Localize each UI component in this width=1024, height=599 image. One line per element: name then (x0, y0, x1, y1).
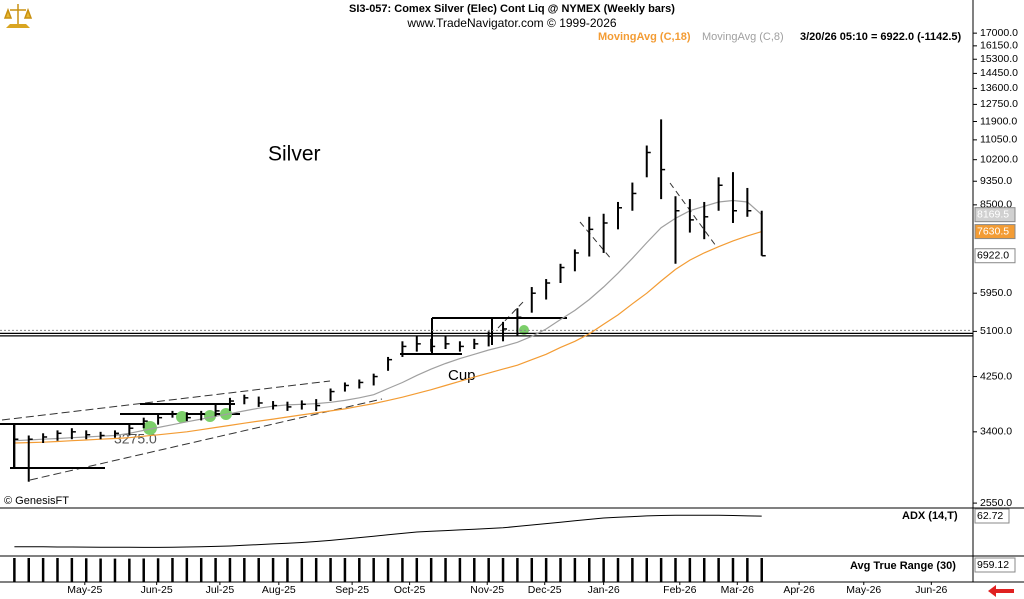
x-tick-label: Nov-25 (470, 584, 504, 596)
atr-plot (13, 558, 763, 582)
y-tick-label: 17000.0 (980, 27, 1018, 39)
y-tick-label: 5100.0 (980, 325, 1012, 337)
x-tick-label: Jan-26 (588, 584, 620, 596)
moving-average (14, 231, 762, 444)
x-tick-label: Apr-26 (783, 584, 815, 596)
panel-label: ADX (14,T) (902, 510, 958, 522)
y-tick-label: 13600.0 (980, 82, 1018, 94)
y-tick-label: 2550.0 (980, 497, 1012, 509)
x-tick-label: Feb-26 (663, 584, 696, 596)
price-marker-label: 8169.5 (977, 208, 1009, 220)
adx-line (14, 514, 762, 548)
annotation: 3275.0 (114, 431, 157, 447)
moving-average (14, 199, 763, 442)
credit: © GenesisFT (4, 495, 69, 507)
x-tick-label: Jul-25 (206, 584, 235, 596)
x-tick-label: Jun-26 (915, 584, 947, 596)
price-marker-label: 7630.5 (977, 225, 1009, 237)
y-tick-label: 16150.0 (980, 40, 1018, 52)
chart-title: SI3-057: Comex Silver (Elec) Cont Liq @ … (349, 3, 675, 15)
x-tick-label: Dec-25 (528, 584, 562, 596)
legend-entry: MovingAvg (C,18) (598, 31, 691, 43)
x-tick-label: Jun-25 (141, 584, 173, 596)
status: 3/20/26 05:10 = 6922.0 (-1142.5) (800, 31, 961, 43)
price-marker (974, 224, 1016, 240)
price-marker-label: 6922.0 (977, 250, 1009, 262)
panel-label: Avg True Range (30) (850, 560, 956, 572)
y-tick-label: 14450.0 (980, 67, 1018, 79)
y-tick-label: 12750.0 (980, 98, 1018, 110)
price-marker (974, 248, 1016, 264)
y-tick-label: 9350.0 (980, 175, 1012, 187)
x-tick-label: Oct-25 (394, 584, 426, 596)
y-tick-label: 11900.0 (980, 115, 1017, 127)
chart-subtitle: www.TradeNavigator.com © 1999-2026 (406, 16, 616, 30)
x-tick-label: Sep-25 (335, 584, 369, 596)
x-tick-label: Aug-25 (262, 584, 296, 596)
panel-marker-label: 62.72 (977, 510, 1003, 522)
y-tick-label: 11050.0 (980, 134, 1017, 146)
price-plot (0, 119, 973, 482)
annotation: Cup (448, 367, 476, 384)
y-tick-label: 3400.0 (980, 426, 1012, 438)
y-tick-label: 15300.0 (980, 53, 1018, 65)
panel-marker (974, 508, 1010, 524)
scroll-arrow[interactable] (988, 585, 1014, 597)
logo (3, 4, 33, 28)
x-tick-label: Mar-26 (721, 584, 754, 596)
y-tick-label: 10200.0 (980, 153, 1018, 165)
price-marker (974, 207, 1016, 223)
panel-marker-label: 959.12 (977, 559, 1009, 571)
x-tick-label: May-25 (67, 584, 102, 596)
x-tick-label: May-26 (846, 584, 881, 596)
panel-marker (974, 557, 1016, 573)
y-tick-label: 5950.0 (980, 287, 1012, 299)
y-tick-label: 4250.0 (980, 370, 1012, 382)
frame (0, 0, 1024, 583)
legend-entry: MovingAvg (C,8) (702, 31, 784, 43)
annotation: Silver (268, 143, 321, 166)
